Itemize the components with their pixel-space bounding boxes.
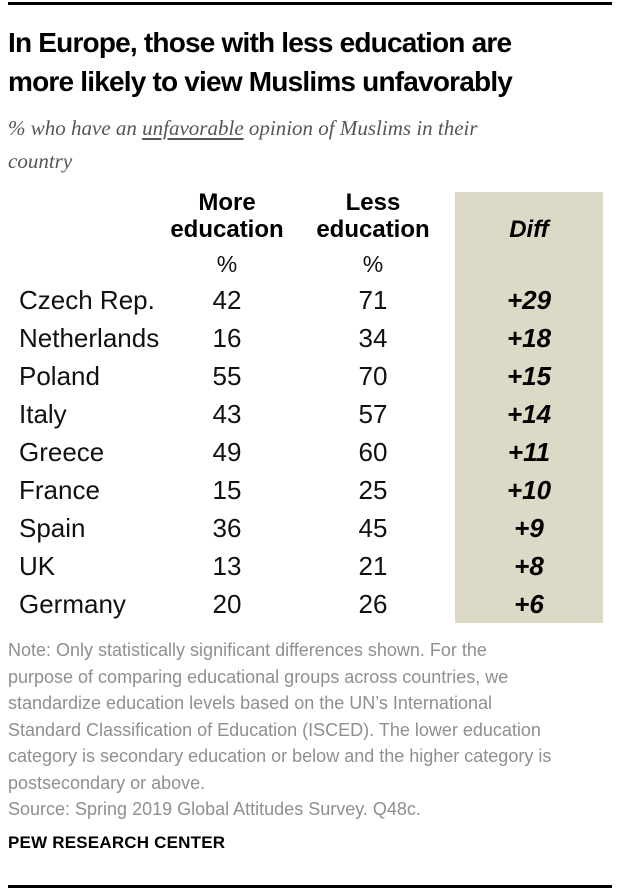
row-less-value: 25 [358,474,388,505]
row-country-label: UK [19,550,56,581]
row-country-label: Poland [19,360,100,391]
row-less-value: 21 [358,550,388,581]
row-country-label: Czech Rep. [19,284,155,315]
note-line: purpose of comparing educational groups … [8,666,509,687]
pct-symbol-less: % [362,251,384,277]
header-country-spacer [8,192,163,248]
row-less-value: 70 [358,360,388,391]
page-subtitle-line-2: country [8,149,73,173]
row-more-value: 55 [212,360,242,391]
row-more-value: 49 [212,436,242,467]
pct-row-spacer [8,248,163,281]
row-more-value: 13 [212,550,242,581]
less-header-line-1: Less [345,189,401,216]
row-more-value: 16 [212,322,242,353]
row-diff-value: +15 [455,357,603,395]
note-line: category is secondary education or below… [8,746,552,766]
page-title-line-2: more likely to view Muslims unfavorably [8,66,513,97]
row-less-value: 57 [358,398,388,429]
row-diff-value: +8 [455,547,603,585]
row-diff-value: +10 [455,471,603,509]
note-line: Standard Classification of Education (IS… [8,719,541,740]
page-title-line-1: In Europe, those with less education are [8,27,512,58]
less-header-line-2: education [316,216,430,243]
subtitle-underlined-word: unfavorable [142,116,244,140]
row-country-label: France [19,474,100,505]
page-subtitle-line-1: % who have an unfavorable opinion of Mus… [8,112,478,145]
subtitle-pre: % who have an [8,116,143,140]
source-line: Source: Spring 2019 Global Attitudes Sur… [8,799,421,819]
column-header-less-education: Less education [291,189,455,248]
row-less-value: 26 [358,588,388,619]
row-diff-value: +9 [455,509,603,547]
subtitle-post: opinion of Muslims in their [243,116,478,140]
row-country-label: Spain [19,512,86,543]
row-diff-value: +6 [455,585,603,623]
row-more-value: 20 [212,588,242,619]
row-diff-value: +11 [455,433,603,471]
diff-column-spacer [455,248,603,281]
row-more-value: 42 [212,284,242,315]
pew-research-center-wordmark: PEW RESEARCH CENTER [8,833,226,852]
footnote-block: Note: Only statistically significant dif… [8,637,551,823]
note-line: postsecondary or above. [8,772,206,793]
row-country-label: Germany [19,588,126,619]
note-line: Note: Only statistically significant dif… [8,640,487,660]
page-title: In Europe, those with less education are… [8,23,513,101]
top-rule [8,2,612,5]
more-header-line-1: More [198,189,256,216]
row-diff-value: +18 [455,319,603,357]
row-diff-value: +14 [455,395,603,433]
row-less-value: 34 [358,322,388,353]
bottom-rule [8,885,612,888]
row-less-value: 60 [358,436,388,467]
row-more-value: 36 [212,512,242,543]
more-header-line-2: education [170,216,284,243]
diff-header-label: Diff [509,216,549,243]
column-header-diff: Diff [455,192,603,248]
pct-symbol-more: % [216,251,238,277]
note-line: standardize education levels based on th… [8,693,492,713]
data-table: More education Less education Diff % % C… [8,189,603,623]
row-less-value: 45 [358,512,388,543]
row-less-value: 71 [358,284,388,315]
row-more-value: 15 [212,474,242,505]
column-header-more-education: More education [163,189,291,248]
row-more-value: 43 [212,398,242,429]
row-country-label: Netherlands [19,322,160,353]
row-country-label: Italy [19,398,67,429]
page-subtitle: % who have an unfavorable opinion of Mus… [8,112,478,178]
row-country-label: Greece [19,436,105,467]
row-diff-value: +29 [455,281,603,319]
